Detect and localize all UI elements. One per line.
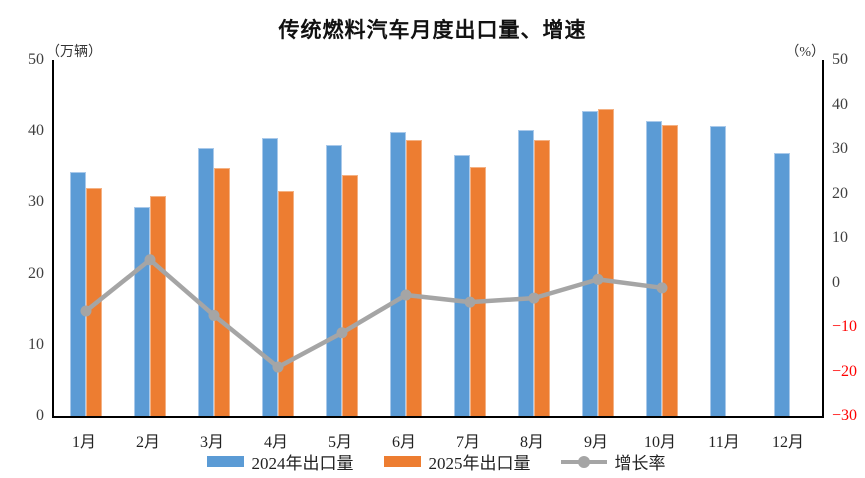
legend-label-growth: 增长率 bbox=[614, 453, 666, 473]
y-tick-right-50: 50 bbox=[832, 51, 848, 68]
x-label-3月: 3月 bbox=[199, 434, 224, 451]
bar-2024年出口量-6月 bbox=[390, 131, 406, 416]
bar-2025年出口量-6月 bbox=[406, 139, 422, 416]
bar-2025年出口量-3月 bbox=[214, 168, 230, 416]
x-label-7月: 7月 bbox=[455, 434, 480, 451]
bar-2025年出口量-9月 bbox=[598, 109, 614, 416]
growth-point-6月 bbox=[400, 289, 412, 301]
right-axis-unit-label: （%） bbox=[785, 45, 825, 60]
y-tick-right--30: −30 bbox=[832, 407, 858, 424]
x-label-2月: 2月 bbox=[135, 434, 160, 451]
bar-2025年出口量-10月 bbox=[662, 124, 678, 416]
x-label-11月: 11月 bbox=[708, 434, 740, 451]
growth-point-2月 bbox=[144, 254, 156, 266]
x-label-12月: 12月 bbox=[771, 434, 804, 451]
bar-2024年出口量-4月 bbox=[262, 138, 278, 416]
growth-point-5月 bbox=[336, 327, 348, 339]
bar-2024年出口量-10月 bbox=[646, 121, 662, 416]
chart-title: 传统燃料汽车月度出口量、增速 bbox=[278, 18, 587, 42]
legend-label-2025: 2025年出口量 bbox=[428, 453, 531, 473]
growth-point-9月 bbox=[592, 273, 604, 285]
y-tick-right-40: 40 bbox=[832, 95, 848, 113]
legend-label-2024: 2024年出口量 bbox=[251, 453, 354, 473]
y-tick-left-20: 20 bbox=[28, 264, 44, 282]
y-tick-right-10: 10 bbox=[832, 229, 848, 246]
growth-marker-sample bbox=[577, 455, 590, 468]
bar-2024年出口量-1月 bbox=[70, 172, 86, 416]
plot-area bbox=[52, 60, 824, 418]
bar-2025年出口量-7月 bbox=[470, 166, 486, 416]
growth-point-4月 bbox=[272, 361, 284, 373]
growth-point-1月 bbox=[80, 305, 92, 317]
y-tick-right-30: 30 bbox=[832, 140, 848, 157]
bar-2025年出口量-8月 bbox=[534, 139, 550, 416]
x-label-10月: 10月 bbox=[643, 434, 676, 451]
bar-2024年出口量-7月 bbox=[454, 155, 470, 416]
bar-2024年出口量-12月 bbox=[774, 152, 790, 416]
left-axis-unit-label: （万辆） bbox=[46, 45, 102, 60]
bar-2025年出口量-5月 bbox=[342, 175, 358, 416]
legend-item-growth: 增长率 bbox=[560, 449, 666, 474]
y-tick-left-0: 0 bbox=[36, 407, 44, 424]
growth-point-10月 bbox=[656, 282, 668, 294]
x-label-1月: 1月 bbox=[71, 434, 96, 451]
y-tick-left-10: 10 bbox=[28, 335, 44, 353]
y-tick-left-30: 30 bbox=[28, 193, 44, 211]
legend-swatch-2024 bbox=[206, 455, 244, 467]
growth-line-layer bbox=[80, 254, 668, 373]
growth-point-7月 bbox=[464, 296, 476, 308]
legend: 2024年出口量 2025年出口量 增长率 bbox=[52, 449, 820, 473]
x-label-4月: 4月 bbox=[263, 434, 288, 451]
y-tick-left-50: 50 bbox=[28, 51, 44, 68]
bar-2024年出口量-8月 bbox=[518, 129, 534, 416]
bar-2024年出口量-11月 bbox=[710, 125, 726, 416]
legend-item-2025: 2025年出口量 bbox=[383, 449, 531, 474]
bar-2024年出口量-5月 bbox=[326, 144, 342, 416]
x-label-5月: 5月 bbox=[327, 434, 352, 451]
legend-item-2024: 2024年出口量 bbox=[206, 449, 354, 474]
y-tick-right--10: −10 bbox=[832, 318, 858, 335]
bar-2024年出口量-3月 bbox=[198, 148, 214, 416]
x-label-9月: 9月 bbox=[583, 434, 608, 451]
growth-point-8月 bbox=[528, 292, 540, 304]
x-label-6月: 6月 bbox=[391, 434, 416, 451]
y-tick-right-0: 0 bbox=[832, 273, 840, 291]
y-tick-left-40: 40 bbox=[28, 122, 44, 140]
bar-2025年出口量-2月 bbox=[150, 195, 166, 416]
growth-point-3月 bbox=[208, 309, 220, 321]
x-label-8月: 8月 bbox=[519, 434, 544, 451]
y-tick-right--20: −20 bbox=[832, 362, 858, 380]
y-tick-right-20: 20 bbox=[832, 184, 848, 202]
legend-swatch-growth-line bbox=[560, 455, 607, 468]
bar-2024年出口量-9月 bbox=[582, 111, 598, 416]
legend-swatch-2025 bbox=[383, 455, 421, 467]
growth-rate-line bbox=[84, 257, 663, 370]
